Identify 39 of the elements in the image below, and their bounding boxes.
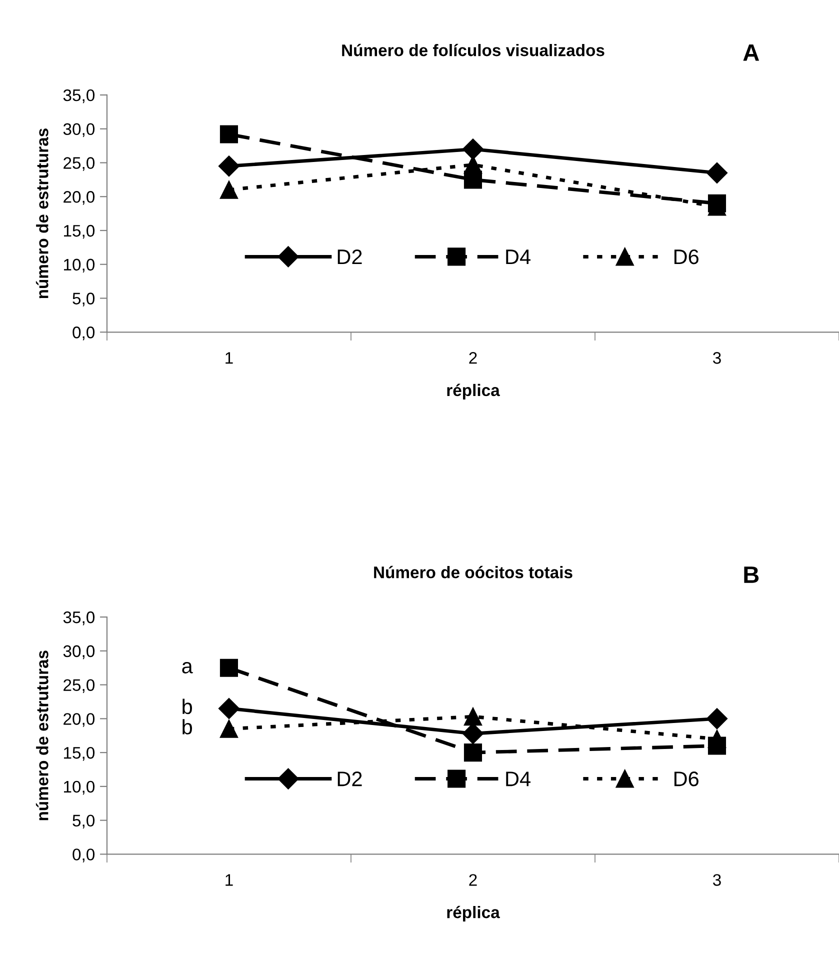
chart-title: Número de folículos visualizados — [342, 44, 604, 56]
x-tick-label: 2 — [469, 874, 477, 886]
legend-label: D6 — [674, 249, 698, 264]
y-tick-label: 20,0 — [64, 713, 95, 727]
y-axis-title: número de estruturas — [36, 128, 48, 298]
legend-label: D4 — [506, 772, 530, 786]
y-tick-label: 25,0 — [64, 679, 95, 693]
x-axis-title: réplica — [447, 384, 500, 400]
y-tick-label: 20,0 — [64, 191, 95, 205]
y-tick-label: 5,0 — [72, 814, 95, 828]
y-tick-label: 30,0 — [63, 123, 95, 138]
text: B — [744, 566, 759, 583]
y-tick-label: 10,0 — [64, 258, 95, 273]
y-tick-label: 5,0 — [72, 292, 95, 306]
annotation: b — [182, 698, 192, 714]
annotation: b — [182, 719, 192, 734]
legend-label: D6 — [674, 772, 698, 786]
legend-label: D4 — [506, 250, 530, 264]
y-tick-label: 10,0 — [64, 780, 95, 795]
y-tick-label: 0,0 — [72, 848, 95, 862]
x-tick-label: 3 — [712, 352, 721, 364]
x-tick-label: 1 — [226, 352, 233, 364]
x-tick-label: 1 — [226, 874, 233, 886]
annotation: a — [182, 662, 193, 674]
y-axis-title: número de estruturas — [36, 650, 48, 820]
x-tick-label: 2 — [469, 352, 477, 364]
y-tick-label: 30,0 — [63, 645, 95, 660]
y-tick-label: 15,0 — [64, 224, 95, 239]
y-tick-label: 15,0 — [64, 746, 95, 761]
y-tick-label: 35,0 — [63, 611, 95, 626]
chart-title: Número de oócitos totais — [374, 566, 572, 578]
x-axis-title: réplica — [447, 906, 500, 922]
y-tick-label: 25,0 — [64, 157, 95, 171]
x-tick-label: 3 — [712, 874, 721, 886]
legend-label: D2 — [338, 249, 362, 264]
y-tick-label: 0,0 — [72, 326, 95, 340]
legend-label: D2 — [338, 772, 362, 786]
y-tick-label: 35,0 — [63, 89, 95, 104]
text: A — [743, 44, 760, 61]
